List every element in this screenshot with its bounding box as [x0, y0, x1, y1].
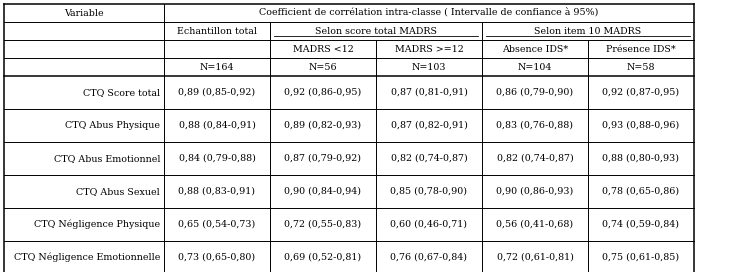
Text: Coefficient de corrélation intra-classe ( Intervalle de confiance à 95%): Coefficient de corrélation intra-classe …: [259, 8, 599, 18]
Text: 0,88 (0,83-0,91): 0,88 (0,83-0,91): [179, 187, 256, 196]
Text: 0,72 (0,55-0,83): 0,72 (0,55-0,83): [285, 220, 361, 229]
Text: 0,86 (0,79-0,90): 0,86 (0,79-0,90): [496, 88, 574, 97]
Text: N=58: N=58: [627, 63, 656, 72]
Text: Selon score total MADRS: Selon score total MADRS: [315, 26, 437, 36]
Text: 0,90 (0,84-0,94): 0,90 (0,84-0,94): [285, 187, 361, 196]
Text: 0,83 (0,76-0,88): 0,83 (0,76-0,88): [496, 121, 574, 130]
Text: MADRS >=12: MADRS >=12: [395, 45, 464, 54]
Text: 0,89 (0,85-0,92): 0,89 (0,85-0,92): [178, 88, 256, 97]
Text: 0,87 (0,82-0,91): 0,87 (0,82-0,91): [391, 121, 467, 130]
Text: 0,73 (0,65-0,80): 0,73 (0,65-0,80): [178, 253, 256, 262]
Text: N=104: N=104: [518, 63, 552, 72]
Text: 0,56 (0,41-0,68): 0,56 (0,41-0,68): [496, 220, 574, 229]
Text: CTQ Abus Physique: CTQ Abus Physique: [65, 121, 160, 130]
Text: 0,87 (0,81-0,91): 0,87 (0,81-0,91): [391, 88, 467, 97]
Text: 0,65 (0,54-0,73): 0,65 (0,54-0,73): [178, 220, 256, 229]
Text: Présence IDS*: Présence IDS*: [606, 45, 676, 54]
Text: 0,60 (0,46-0,71): 0,60 (0,46-0,71): [391, 220, 467, 229]
Text: 0,74 (0,59-0,84): 0,74 (0,59-0,84): [602, 220, 680, 229]
Text: CTQ Score total: CTQ Score total: [83, 88, 160, 97]
Text: 0,85 (0,78-0,90): 0,85 (0,78-0,90): [391, 187, 467, 196]
Text: CTQ Abus Sexuel: CTQ Abus Sexuel: [76, 187, 160, 196]
Text: 0,88 (0,84-0,91): 0,88 (0,84-0,91): [179, 121, 256, 130]
Text: CTQ Négligence Emotionnelle: CTQ Négligence Emotionnelle: [14, 253, 160, 262]
Text: 0,87 (0,79-0,92): 0,87 (0,79-0,92): [285, 154, 361, 163]
Text: 0,89 (0,82-0,93): 0,89 (0,82-0,93): [285, 121, 361, 130]
Text: 0,92 (0,86-0,95): 0,92 (0,86-0,95): [285, 88, 361, 97]
Text: Variable: Variable: [64, 8, 104, 17]
Text: 0,69 (0,52-0,81): 0,69 (0,52-0,81): [285, 253, 361, 262]
Text: Absence IDS*: Absence IDS*: [502, 45, 568, 54]
Text: 0,75 (0,61-0,85): 0,75 (0,61-0,85): [602, 253, 680, 262]
Text: 0,78 (0,65-0,86): 0,78 (0,65-0,86): [602, 187, 680, 196]
Text: 0,90 (0,86-0,93): 0,90 (0,86-0,93): [496, 187, 574, 196]
Text: 0,88 (0,80-0,93): 0,88 (0,80-0,93): [602, 154, 680, 163]
Text: Selon item 10 MADRS: Selon item 10 MADRS: [534, 26, 642, 36]
Text: N=56: N=56: [309, 63, 337, 72]
Text: CTQ Abus Emotionnel: CTQ Abus Emotionnel: [53, 154, 160, 163]
Text: MADRS <12: MADRS <12: [293, 45, 353, 54]
Text: 0,84 (0,79-0,88): 0,84 (0,79-0,88): [179, 154, 256, 163]
Text: CTQ Négligence Physique: CTQ Négligence Physique: [34, 220, 160, 229]
Text: 0,92 (0,87-0,95): 0,92 (0,87-0,95): [602, 88, 680, 97]
Text: 0,93 (0,88-0,96): 0,93 (0,88-0,96): [602, 121, 680, 130]
Text: 0,72 (0,61-0,81): 0,72 (0,61-0,81): [496, 253, 574, 262]
Text: 0,82 (0,74-0,87): 0,82 (0,74-0,87): [496, 154, 573, 163]
Text: 0,76 (0,67-0,84): 0,76 (0,67-0,84): [391, 253, 467, 262]
Text: Echantillon total: Echantillon total: [177, 26, 257, 36]
Text: 0,82 (0,74-0,87): 0,82 (0,74-0,87): [391, 154, 467, 163]
Text: N=103: N=103: [412, 63, 446, 72]
Text: N=164: N=164: [200, 63, 234, 72]
